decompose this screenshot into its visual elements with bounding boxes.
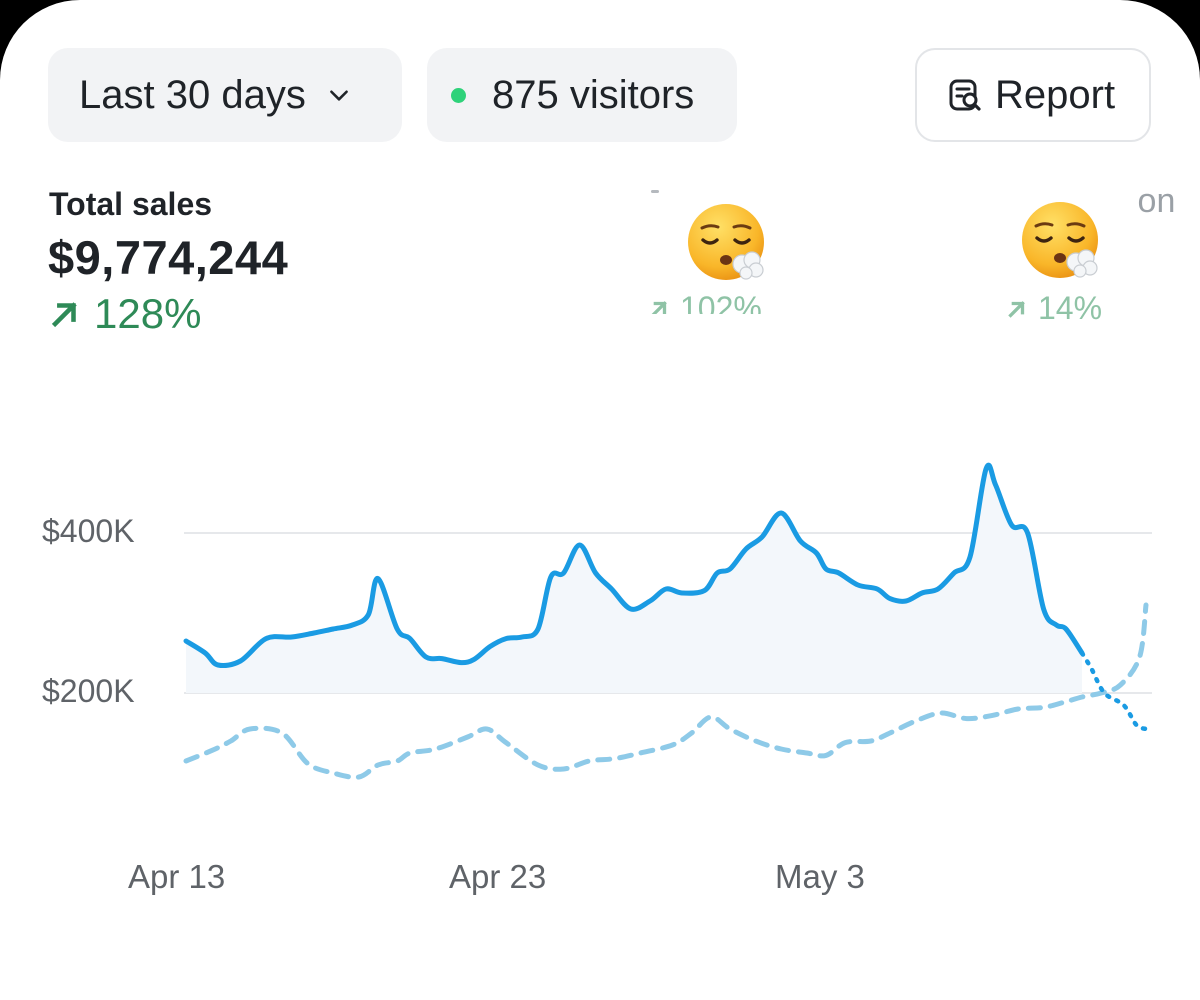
y-tick-label-0: $400K xyxy=(42,513,135,549)
total-sales-change: 128% xyxy=(48,290,201,338)
date-range-label: Last 30 days xyxy=(79,72,306,117)
report-search-icon xyxy=(949,79,981,111)
visitors-label: 875 visitors xyxy=(492,72,695,117)
arrow-up-right-icon xyxy=(1008,300,1025,318)
current-period-projected-line xyxy=(1079,650,1149,732)
third-metric-change-value: 14% xyxy=(1038,290,1103,326)
face-exhaling-emoji-icon xyxy=(1022,202,1098,278)
live-status-dot-icon xyxy=(451,87,466,103)
visitors-button[interactable]: 875 visitors xyxy=(427,48,737,142)
total-sales-value: $9,774,244 xyxy=(48,231,289,284)
arrow-up-right-icon xyxy=(51,302,77,328)
third-metric-change: 14% xyxy=(1006,290,1102,327)
report-label: Report xyxy=(995,72,1116,117)
current-series-area xyxy=(186,465,1082,693)
x-tick-label-1: Apr 23 xyxy=(449,858,547,895)
x-tick-label-0: Apr 13 xyxy=(128,858,226,895)
sales-line-chart xyxy=(183,462,1152,780)
chevron-down-icon xyxy=(329,90,348,101)
faded-metric-label-fragment xyxy=(651,190,659,193)
total-sales-label: Total sales xyxy=(49,186,213,222)
report-button[interactable]: Report xyxy=(915,48,1151,142)
y-tick-label-1: $200K xyxy=(42,673,135,709)
date-range-dropdown[interactable]: Last 30 days xyxy=(48,48,402,142)
current-period-line xyxy=(183,462,1085,669)
third-metric-label-fragment: ion xyxy=(1130,182,1176,220)
arrow-up-right-icon xyxy=(651,300,667,315)
total-sales-change-value: 128% xyxy=(94,290,202,337)
previous-period-line xyxy=(183,602,1149,780)
x-tick-label-2: May 3 xyxy=(775,858,865,895)
second-metric-change: 102% xyxy=(648,290,762,326)
second-metric-change-value: 102% xyxy=(680,290,762,326)
face-exhaling-emoji-icon xyxy=(688,204,764,280)
